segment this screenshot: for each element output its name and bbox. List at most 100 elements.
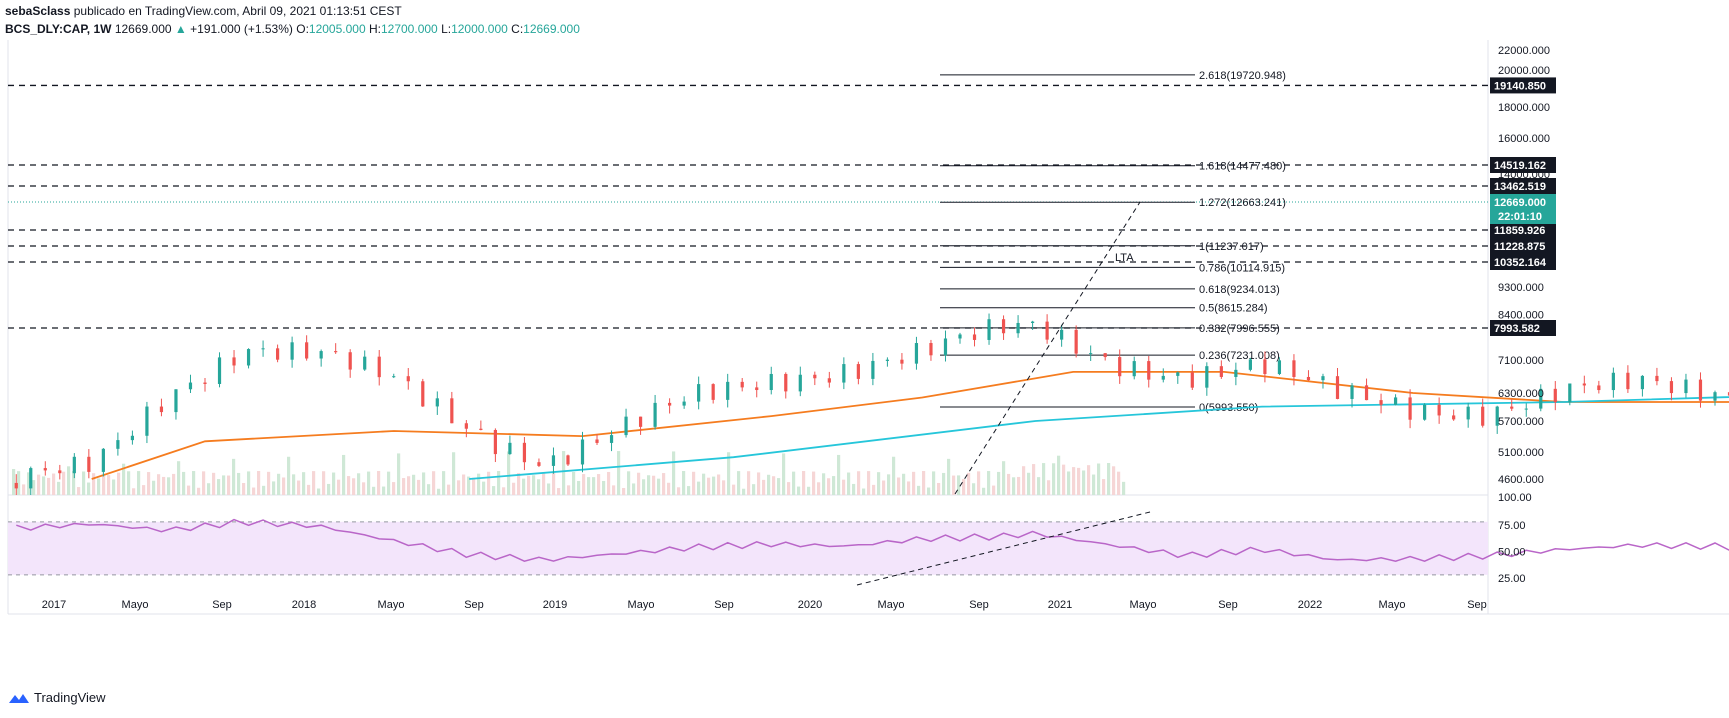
candle-body <box>1103 353 1107 358</box>
volume-bar <box>692 471 696 495</box>
candle-body <box>914 343 919 364</box>
volume-bar <box>1012 477 1016 495</box>
open-value: 12005.000 <box>308 22 366 36</box>
volume-bar <box>982 487 986 495</box>
volume-bar <box>1047 480 1051 495</box>
fib-level-label: 1(11237.017) <box>1199 241 1264 253</box>
price-tag <box>1490 194 1556 224</box>
volume-bar <box>277 473 281 495</box>
candle-body <box>1379 400 1383 405</box>
candle-body <box>580 439 585 465</box>
volume-bar <box>752 484 756 495</box>
candle-body <box>1481 406 1485 426</box>
candle-body <box>958 334 962 339</box>
volume-bar <box>957 475 961 495</box>
volume-bar <box>777 478 781 495</box>
candle-body <box>1626 372 1630 390</box>
volume-bar <box>662 473 666 495</box>
candle-body <box>769 373 773 391</box>
candle-body <box>1568 383 1572 403</box>
level-tag <box>1490 178 1556 194</box>
last-price: 12669.000 <box>114 22 172 36</box>
level-tag <box>1490 77 1556 94</box>
candle-body <box>479 428 483 430</box>
level-tag <box>1490 222 1556 238</box>
candle-body <box>1582 383 1586 386</box>
price-axis[interactable]: 22000.000 20000.000 18000.000 16000.000 1400… <box>1498 45 1550 585</box>
price-tick-label: 9300.000 <box>1498 282 1544 294</box>
symbol-label[interactable]: BCS_DLY:CAP, 1W <box>5 22 112 36</box>
level-tag-label: 7993.582 <box>1494 323 1540 335</box>
time-tick-label: Sep <box>212 599 232 611</box>
volume-bar <box>387 471 391 495</box>
candle-body <box>798 374 802 392</box>
level-tag <box>1490 254 1556 270</box>
volume-bar <box>1122 481 1126 495</box>
rsi-tick-label: 25.00 <box>1498 573 1526 585</box>
tradingview-logo[interactable]: TradingView <box>8 690 106 705</box>
volume-bar <box>932 471 936 495</box>
volume-bar <box>992 485 996 495</box>
candle-body <box>174 389 178 413</box>
fib-level-label: 0.618(9234.013) <box>1199 284 1280 296</box>
volume-bar <box>962 479 966 495</box>
volume-bar <box>767 474 771 495</box>
volume-bar <box>902 473 906 495</box>
volume-bar <box>507 451 511 495</box>
volume-bar <box>632 483 636 495</box>
candle-body <box>1655 375 1659 382</box>
candle-body <box>668 402 672 406</box>
volume-bar <box>837 454 841 495</box>
volume-bar <box>57 481 61 495</box>
volume-bar <box>912 471 916 495</box>
volume-bar <box>687 486 691 495</box>
volume-bar <box>887 474 891 495</box>
volume-bar <box>762 479 766 495</box>
candle-body <box>1306 376 1311 381</box>
chart-header-ohlc: BCS_DLY:CAP, 1W 12669.000 ▲ +191.000 (+1… <box>5 22 580 36</box>
volume-bar <box>217 479 221 495</box>
volume-bar <box>882 480 886 495</box>
candle-body <box>159 406 164 413</box>
volume-bar <box>642 479 646 495</box>
candle-body <box>1437 404 1441 416</box>
volume-bar <box>587 477 591 495</box>
volume-bar <box>267 471 271 495</box>
volume-bar <box>722 480 726 495</box>
volume-bar <box>737 471 741 495</box>
volume-bar <box>42 476 46 495</box>
volume-bar <box>292 474 296 495</box>
price-tick-label: 7100.000 <box>1498 355 1544 367</box>
volume-bar <box>1022 466 1026 495</box>
volume-bar <box>407 476 411 495</box>
candle-body <box>1423 404 1427 420</box>
candle-body <box>726 381 730 400</box>
candle-body <box>697 384 701 402</box>
volume-bar <box>417 479 421 495</box>
author-name: sebaSclass <box>5 4 71 18</box>
candle-body <box>1597 385 1601 391</box>
candle-body <box>508 442 512 455</box>
time-axis[interactable]: 2017 Mayo Sep 2018 Mayo Sep 2019 Mayo Sep 2020 May… <box>42 599 1487 611</box>
volume-bar <box>917 485 921 495</box>
volume-bar <box>757 472 761 495</box>
trendline[interactable] <box>954 201 1141 495</box>
candle-body <box>813 374 817 379</box>
candle-body <box>638 416 643 427</box>
volume-bar <box>792 471 796 495</box>
candle-body <box>1060 329 1064 340</box>
candle-body <box>1713 392 1717 401</box>
level-tag-label: 10352.164 <box>1494 257 1547 269</box>
candle-body <box>246 349 251 366</box>
volume-bar <box>847 472 851 495</box>
time-tick-label: Sep <box>464 599 484 611</box>
volume-bar <box>92 473 96 495</box>
volume-bar <box>72 471 76 495</box>
volume-bar <box>422 472 426 495</box>
volume-bar <box>1097 463 1101 495</box>
volume-bar <box>532 475 536 495</box>
time-tick-label: Sep <box>1467 599 1487 611</box>
candle-body <box>711 384 715 400</box>
chart-header-author: sebaSclass publicado en TradingView.com,… <box>5 4 402 18</box>
